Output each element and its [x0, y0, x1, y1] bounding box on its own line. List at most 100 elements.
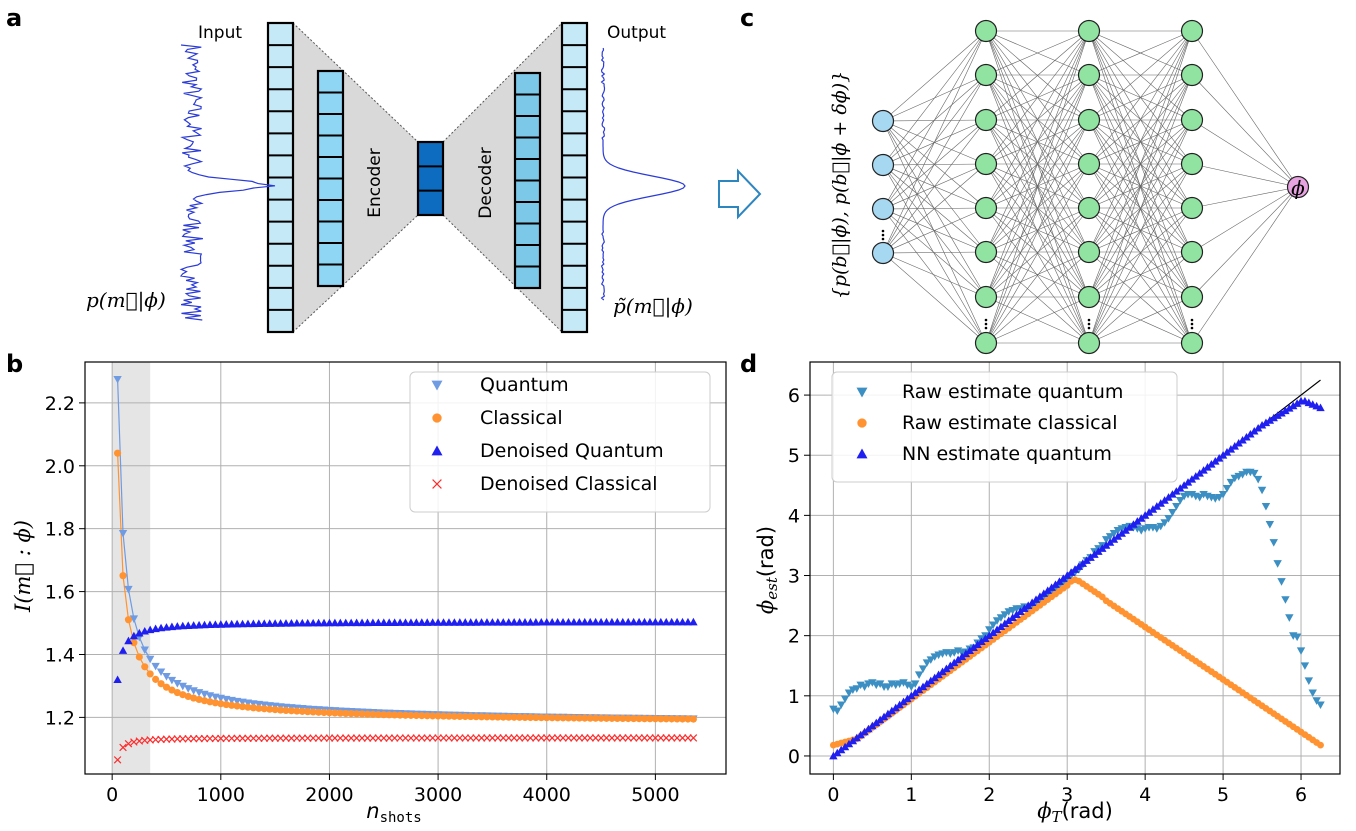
point-denoised-quantum: [504, 618, 513, 626]
network-connection: [1088, 207, 1193, 253]
point-denoised-quantum: [591, 617, 600, 626]
plot-frame-d: [809, 361, 1341, 775]
point-raw-quantum: [1257, 486, 1267, 495]
point-raw-quantum: [988, 621, 998, 630]
network-connection: [1088, 119, 1193, 344]
hidden3-node: [1180, 196, 1204, 220]
point-nn-quantum: [957, 652, 967, 661]
point-classical: [320, 708, 328, 717]
point-denoised-quantum: [461, 618, 470, 626]
point-denoised-quantum: [270, 619, 280, 627]
point-nn-quantum: [1253, 423, 1263, 432]
input-label: Input: [198, 23, 242, 43]
point-nn-quantum: [1129, 520, 1138, 528]
panel-letter-a: a: [6, 4, 22, 32]
network-connection: [882, 30, 987, 122]
legend-marker-raw-classical: [857, 418, 867, 428]
point-denoised-quantum: [336, 618, 345, 627]
legend-marker-denoised-classical: [432, 479, 442, 489]
network-connection: [882, 251, 987, 254]
point-nn-quantum: [1226, 445, 1236, 453]
point-raw-quantum: [840, 695, 850, 704]
point-nn-quantum: [1051, 580, 1060, 588]
point-classical: [646, 715, 654, 723]
point-nn-quantum: [1176, 484, 1185, 492]
point-quantum: [145, 655, 155, 664]
point-denoised-classical: [651, 734, 660, 742]
point-denoised-quantum: [135, 628, 144, 637]
point-nn-quantum: [1289, 401, 1298, 410]
legend-b: Quantum Classical Denoised Quantum Denoised…: [409, 371, 711, 513]
point-denoised-classical: [450, 734, 459, 742]
point-raw-quantum: [1176, 496, 1185, 505]
point-classical: [439, 712, 448, 720]
point-classical: [630, 715, 638, 723]
point-nn-quantum: [1261, 418, 1271, 427]
point-nn-quantum: [938, 667, 947, 676]
point-classical: [325, 709, 334, 717]
point-classical: [467, 713, 475, 721]
point-classical: [608, 714, 616, 722]
point-nn-quantum: [1238, 435, 1247, 444]
point-classical: [407, 711, 415, 719]
point-classical: [211, 699, 219, 707]
input-distribution-formula: p(m⃗|ϕ): [86, 288, 166, 313]
point-denoised-quantum: [314, 618, 323, 627]
point-denoised-classical: [271, 734, 279, 742]
network-connection: [882, 252, 987, 298]
point-nn-quantum: [860, 727, 869, 736]
point-classical: [222, 700, 230, 709]
point-nn-quantum: [930, 673, 939, 682]
point-classical: [548, 714, 556, 722]
point-quantum: [140, 646, 149, 655]
point-classical: [651, 715, 659, 723]
hidden3-node: [1180, 108, 1204, 132]
point-nn-quantum: [1160, 496, 1169, 504]
hidden3-node: [1180, 63, 1204, 87]
encoder-hidden-layer: [316, 69, 345, 288]
y-axis-label-b: I(m⃗ : ϕ): [11, 520, 35, 613]
point-classical: [445, 712, 453, 720]
legend-label-denoised-quantum: Denoised Quantum: [480, 440, 664, 462]
point-denoised-classical: [504, 734, 513, 742]
point-classical: [640, 715, 649, 723]
point-nn-quantum: [833, 748, 842, 757]
point-classical: [396, 711, 404, 719]
point-classical: [570, 714, 578, 722]
network-connection: [1191, 186, 1299, 298]
network-connection: [1088, 30, 1193, 253]
network-connection: [882, 164, 987, 298]
network-connection: [1088, 207, 1193, 344]
point-denoised-quantum: [363, 618, 372, 627]
point-classical: [271, 706, 279, 714]
point-raw-quantum: [1292, 633, 1302, 642]
output-signal-trace: [600, 47, 686, 301]
point-denoised-classical: [553, 734, 562, 742]
phase-estimation-chart: 0 1 2 3 4 5 6 0 1 2 3 4 5 6 ϕT(rad) ϕest(rad) Raw est…: [754, 361, 1341, 826]
point-nn-quantum: [1187, 475, 1197, 483]
point-classical: [668, 715, 676, 723]
point-classical: [429, 712, 437, 720]
point-denoised-classical: [341, 734, 350, 742]
point-denoised-quantum: [260, 619, 269, 627]
point-denoised-classical: [244, 734, 252, 743]
point-denoised-quantum: [184, 621, 193, 629]
point-nn-quantum: [969, 643, 978, 652]
hidden3-node: [1180, 240, 1204, 264]
network-connection: [1088, 207, 1193, 298]
point-denoised-quantum: [379, 618, 388, 626]
point-denoised-classical: [608, 734, 616, 742]
point-classical: [391, 711, 399, 719]
point-denoised-classical: [428, 734, 437, 742]
point-denoised-classical: [673, 734, 681, 742]
point-denoised-classical: [124, 739, 133, 748]
network-connection: [882, 119, 987, 254]
legend-marker-nn-quantum: [856, 448, 868, 459]
point-denoised-quantum: [482, 618, 492, 626]
point-classical: [586, 714, 594, 722]
point-denoised-classical: [369, 734, 377, 742]
point-denoised-classical: [613, 734, 622, 742]
point-nn-quantum: [1137, 514, 1146, 522]
point-denoised-quantum: [200, 620, 209, 629]
network-connection: [985, 207, 1090, 298]
